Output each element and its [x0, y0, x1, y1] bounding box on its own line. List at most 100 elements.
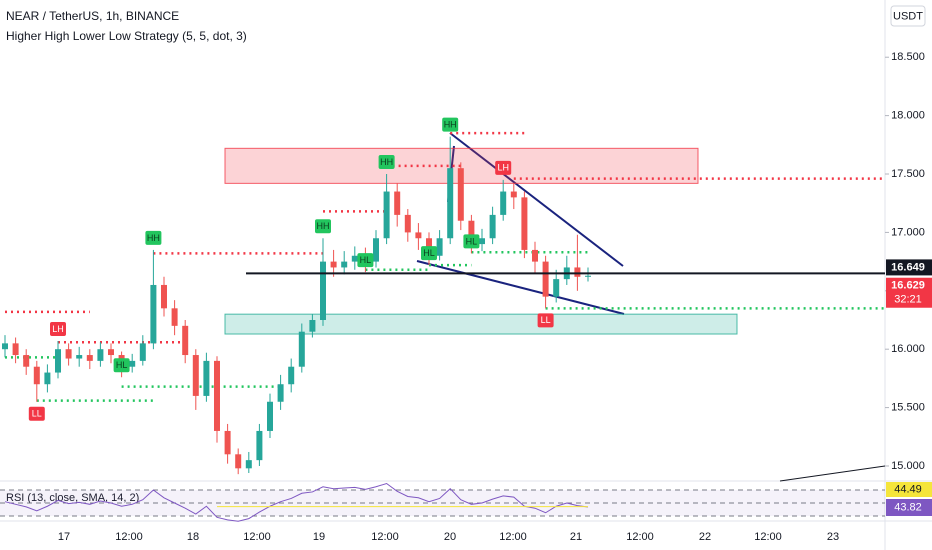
trend-line [449, 132, 624, 267]
candle-body [129, 360, 136, 367]
zone [224, 313, 738, 335]
pivot-badge [28, 406, 45, 421]
trend-line [779, 465, 886, 482]
candle-body [161, 284, 167, 309]
pivot-badge [495, 160, 512, 175]
pivot-label: HL [423, 248, 435, 258]
y-tick-label: 15.500 [891, 401, 925, 413]
candle-body [256, 430, 263, 461]
candle-body [468, 220, 475, 245]
pivot-label: HH [317, 221, 330, 231]
pivot-label: HH [444, 120, 457, 130]
candle-body [574, 267, 581, 277]
candle-body [192, 355, 199, 396]
y-tick-label: 18.500 [891, 51, 925, 63]
x-tick-label: 12:00 [754, 531, 782, 543]
candle-body [341, 261, 348, 268]
candle-body [55, 349, 61, 373]
candle-body [309, 320, 316, 332]
candle-body [542, 261, 549, 297]
x-tick-label: 19 [313, 531, 325, 543]
x-tick-label: 12:00 [243, 531, 271, 543]
x-tick-label: 12:00 [115, 531, 143, 543]
pivot-label: LH [497, 163, 509, 173]
candle-body [150, 284, 157, 344]
candle-body [436, 238, 443, 256]
pivot-badge [442, 117, 459, 132]
trend-line [416, 260, 625, 315]
chart-subtitle: Higher High Lower Low Strategy (5, 5, do… [6, 29, 247, 43]
candle-body [65, 349, 72, 359]
candle-body [383, 191, 390, 239]
rsi-sma-tag [886, 482, 932, 497]
candle-body [139, 343, 146, 361]
candle-body [76, 355, 83, 359]
candle-body [404, 214, 411, 233]
x-tick-label: 17 [58, 531, 70, 543]
candle-body [585, 275, 591, 277]
y-tick-label: 16.000 [891, 343, 925, 355]
candle-body [298, 331, 305, 367]
pivot-badge [315, 219, 331, 234]
rsi-label: 43.82 [894, 501, 922, 513]
pivot-badge [50, 322, 66, 337]
countdown: 32:21 [894, 294, 922, 306]
pivot-badge [357, 253, 374, 268]
candle-body [330, 261, 337, 268]
price-tag [886, 277, 932, 308]
price-pane [2, 131, 885, 475]
x-tick-label: 22 [699, 531, 711, 543]
chart-title: NEAR / TetherUS, 1h, BINANCE [6, 9, 179, 23]
y-tick-label: 15.000 [891, 460, 925, 472]
rsi-title: RSI (13, close, SMA, 14, 2) [6, 492, 139, 504]
candle-body [479, 238, 485, 245]
candle-body [394, 191, 401, 215]
candle-body [457, 168, 464, 221]
pivot-label: LL [541, 315, 551, 325]
candle-body [182, 325, 189, 356]
candle-body [510, 191, 517, 198]
currency: USDT [893, 10, 923, 22]
candle-body [351, 255, 358, 262]
candle-body [532, 249, 538, 262]
candle-body [267, 401, 273, 431]
pivot-badge [421, 246, 437, 261]
rsi-line [4, 482, 589, 522]
candle-body [489, 214, 496, 239]
candle-body [203, 360, 210, 396]
x-tick-label: 20 [444, 531, 456, 543]
pivot-badge [378, 155, 395, 170]
candle-body [320, 261, 326, 320]
pivot-label: HH [147, 233, 160, 243]
rsi-sma-label: 44.49 [894, 483, 922, 495]
candle-body [108, 349, 114, 356]
pivot-badge [537, 313, 554, 328]
pivot-label: HL [116, 360, 128, 370]
candle-body [277, 384, 284, 402]
x-tick-label: 12:00 [499, 531, 527, 543]
x-tick-label: 21 [570, 531, 582, 543]
candle-body [224, 430, 231, 455]
rsi-tag [886, 499, 932, 516]
candle-body [447, 168, 454, 239]
price-tag-label: 16.649 [891, 261, 925, 273]
price-tag [886, 259, 932, 276]
y-tick-label: 17.000 [891, 226, 925, 238]
candle-body [415, 232, 422, 239]
candle-body [500, 191, 507, 215]
pivot-badge [463, 234, 480, 249]
x-tick-label: 23 [827, 531, 839, 543]
candle-body [2, 343, 8, 350]
candle-body [97, 349, 104, 361]
pivot-label: LH [52, 324, 64, 334]
candle-body [33, 366, 40, 385]
x-tick-label: 12:00 [626, 531, 654, 543]
x-tick-label: 12:00 [371, 531, 399, 543]
currency-box[interactable] [890, 5, 926, 27]
y-tick-label: 18.000 [891, 110, 925, 122]
candle-body [553, 279, 560, 297]
pivot-label: HH [380, 157, 393, 167]
y-tick-label: 17.500 [891, 168, 925, 180]
